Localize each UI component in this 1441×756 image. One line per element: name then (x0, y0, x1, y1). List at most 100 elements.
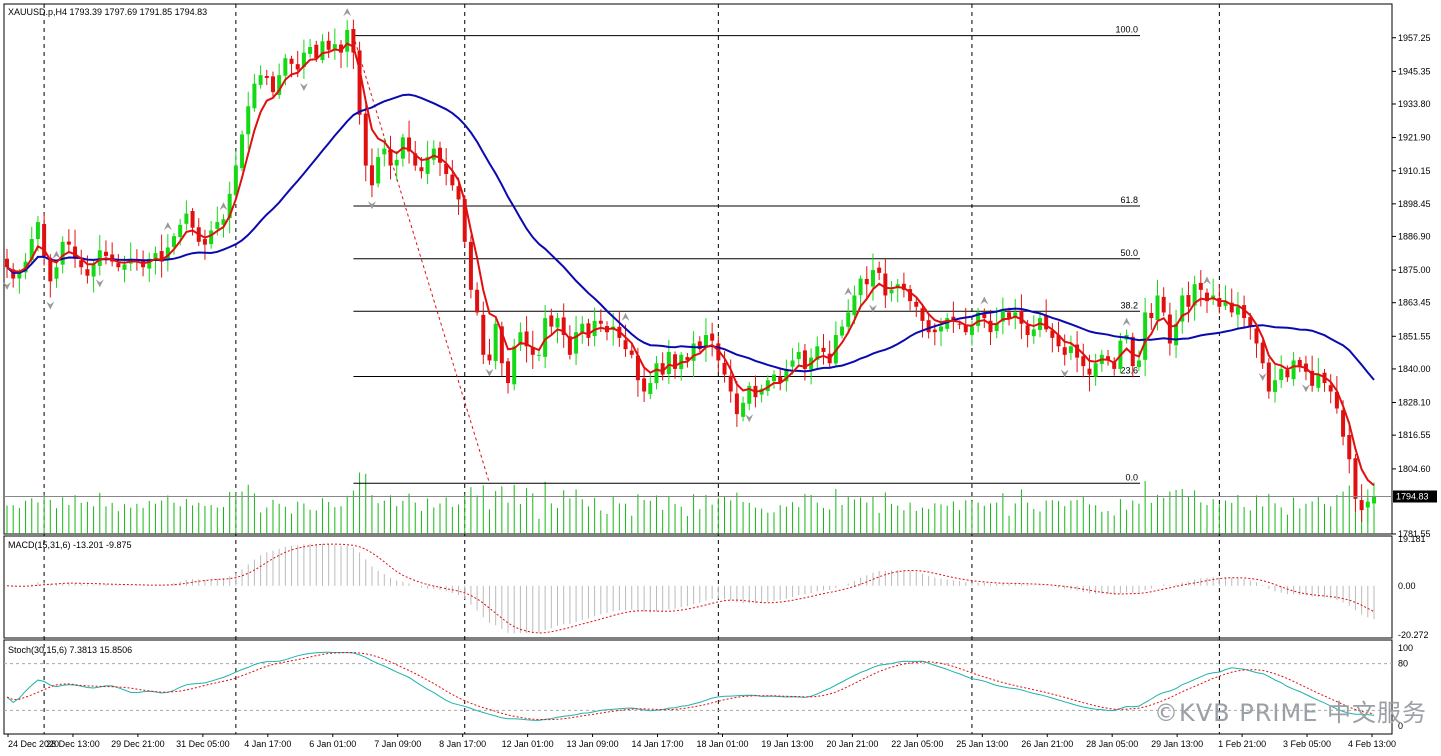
bear-candle (734, 393, 739, 415)
time-label: 4 Jan 17:00 (244, 739, 291, 749)
bear-candle (988, 320, 993, 333)
bear-candle (85, 269, 90, 276)
bear-candle (629, 350, 634, 355)
fractal-down-arrow (485, 368, 494, 377)
bear-candle (821, 347, 826, 352)
bear-candle (1229, 302, 1234, 313)
bull-candle (1180, 295, 1185, 322)
bull-candle (1093, 363, 1098, 377)
fibonacci-retracement[interactable]: 100.0 61.8 50.0 38.2 23.6 0.0 (352, 25, 1140, 484)
symbol-header: XAUUSD.p,H4 1793.39 1797.69 1791.85 1794… (8, 7, 208, 17)
fractal-up-arrow (1202, 276, 1211, 285)
bear-candle (159, 251, 164, 262)
bull-candle (815, 346, 820, 360)
time-label: 13 Jan 09:00 (567, 739, 619, 749)
bull-candle (858, 278, 863, 296)
bear-candle (957, 323, 962, 325)
price-label: 1898.45 (1398, 199, 1431, 209)
fib-level-label: 0.0 (1125, 472, 1138, 482)
bull-candle (765, 380, 770, 392)
bear-candle (802, 350, 807, 369)
bull-candle (796, 351, 801, 360)
bear-candle (462, 199, 467, 242)
fib-level-label: 61.8 (1120, 195, 1138, 205)
bear-candle (598, 320, 603, 324)
bear-candle (264, 75, 269, 78)
bear-candle (1204, 292, 1209, 302)
bull-candle (648, 383, 653, 395)
bear-candle (1266, 362, 1271, 392)
time-label: 6 Jan 01:00 (309, 739, 356, 749)
bull-candle (122, 264, 127, 270)
bull-candle (493, 323, 498, 361)
fractal-down-arrow (1258, 372, 1267, 381)
bear-candle (883, 273, 888, 296)
bull-candle (691, 343, 696, 361)
bear-candle (1186, 295, 1191, 307)
bear-candle (778, 376, 783, 384)
stochastic-pane: 100 80 0 (4, 643, 1413, 731)
bull-candle (772, 374, 777, 382)
current-price-label: 1794.83 (1396, 491, 1429, 501)
bear-candle (635, 355, 640, 381)
bull-candle (846, 312, 851, 327)
bull-candle (592, 320, 597, 337)
bull-candle (518, 332, 523, 346)
bull-candle (172, 236, 177, 248)
moving-averages (6, 42, 1375, 487)
bull-candle (258, 75, 263, 85)
bull-candle (580, 323, 585, 334)
bear-candle (437, 147, 442, 163)
bull-candle (165, 247, 170, 260)
bear-candle (5, 258, 9, 268)
bear-candle (487, 354, 492, 361)
bull-candle (227, 193, 232, 219)
price-label: 1863.45 (1398, 298, 1431, 308)
bear-candle (190, 210, 195, 228)
bear-candle (908, 289, 913, 302)
price-label: 1910.15 (1398, 166, 1431, 176)
bull-candle (308, 46, 313, 54)
bull-candle (1372, 496, 1376, 504)
bear-candle (468, 241, 473, 290)
bear-candle (413, 153, 418, 166)
bull-candle (184, 213, 189, 224)
watermark: ©KVB PRIME 中文服务 (1154, 699, 1427, 727)
fractal-up-arrow (219, 202, 228, 211)
time-label: 1 Feb 21:00 (1218, 739, 1266, 749)
bear-candle (481, 314, 486, 355)
fib-level-label: 38.2 (1120, 300, 1138, 310)
bear-candle (289, 58, 294, 64)
bear-candle (444, 163, 449, 175)
time-label: 8 Jan 17:00 (439, 739, 486, 749)
bear-candle (1106, 356, 1111, 361)
bull-candle (283, 58, 288, 76)
bear-candle (1198, 282, 1203, 290)
price-label: 1781.55 (1398, 529, 1431, 539)
bull-candle (747, 385, 752, 404)
bear-candle (716, 343, 721, 361)
bear-candle (722, 362, 727, 375)
fractal-arrows (3, 8, 1310, 423)
bear-candle (73, 246, 78, 259)
bear-candle (1260, 342, 1265, 364)
price-label: 1886.90 (1398, 231, 1431, 241)
bear-candle (524, 331, 529, 347)
bull-candle (1174, 323, 1179, 346)
ma-fast-line (6, 42, 1375, 487)
fib-level-label: 50.0 (1120, 248, 1138, 258)
bull-candle (1211, 295, 1216, 299)
stoch-axis-label: 100 (1398, 643, 1413, 653)
time-label: 26 Jan 21:00 (1021, 739, 1073, 749)
bear-candle (932, 329, 937, 333)
bull-candle (431, 148, 436, 160)
bull-candle (1365, 501, 1370, 508)
bull-candle (1068, 346, 1073, 354)
bull-candle (994, 323, 999, 332)
time-label: 29 Dec 21:00 (111, 739, 165, 749)
bull-candle (425, 157, 430, 174)
time-label: 4 Feb 13:00 (1348, 739, 1396, 749)
